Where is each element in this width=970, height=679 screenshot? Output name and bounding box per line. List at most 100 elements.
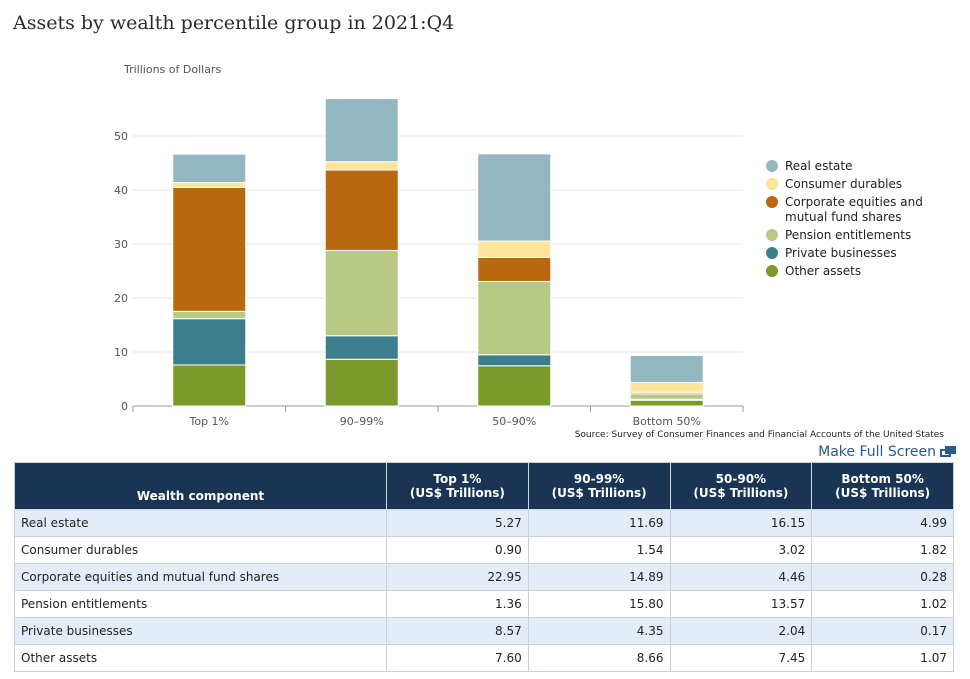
table-row: Private businesses 8.57 4.35 2.04 0.17 — [14, 617, 954, 645]
legend-label: Real estate — [785, 159, 852, 173]
make-full-screen-label: Make Full Screen — [818, 444, 936, 460]
bar-segment — [172, 186, 247, 312]
bar-segment — [629, 393, 704, 400]
bar-segment — [324, 161, 399, 171]
table-cell: 2.04 — [669, 617, 813, 645]
table-cell: 4.99 — [811, 509, 954, 537]
legend-marker — [766, 229, 778, 241]
bar-segment — [477, 280, 552, 356]
table-cell: 1.82 — [811, 536, 954, 564]
row-label: Other assets — [14, 644, 387, 672]
table-row: Consumer durables 0.90 1.54 3.02 1.82 — [14, 536, 954, 564]
table-cell: 13.57 — [669, 590, 813, 618]
x-tick-label: 50–90% — [492, 415, 536, 428]
x-tick-label: 90–99% — [340, 415, 384, 428]
table-cell: 4.35 — [527, 617, 671, 645]
legend-label-line: Consumer durables — [785, 177, 902, 191]
legend-marker — [766, 160, 778, 172]
legend-label-line: Other assets — [785, 264, 861, 278]
y-tick-label: 50 — [114, 130, 128, 143]
table-cell: 7.45 — [669, 644, 813, 672]
header-wealth-component: Wealth component — [14, 462, 387, 510]
row-label: Consumer durables — [14, 536, 387, 564]
row-label: Corporate equities and mutual fund share… — [14, 563, 387, 591]
legend-label-line: Private businesses — [785, 246, 897, 260]
table-cell: 8.57 — [386, 617, 529, 645]
table-cell: 1.36 — [386, 590, 529, 618]
page-title: Assets by wealth percentile group in 202… — [13, 12, 455, 34]
table-row: Real estate 5.27 11.69 16.15 4.99 — [14, 509, 954, 537]
source-note: Source: Survey of Consumer Finances and … — [574, 430, 944, 440]
bar-segment — [477, 153, 552, 242]
header-90-99: 90-99% (US$ Trillions) — [527, 462, 671, 510]
header-bottom-50: Bottom 50% (US$ Trillions) — [811, 462, 954, 510]
table-cell: 1.54 — [527, 536, 671, 564]
stacked-bar-chart: Trillions of Dollars 0 10 20 30 40 50 Top 1% 90–… — [114, 63, 923, 428]
bar-segment — [172, 318, 247, 366]
table-cell: 8.66 — [527, 644, 671, 672]
legend-label-line: mutual fund shares — [785, 210, 902, 224]
x-tick-label: Bottom 50% — [633, 415, 701, 428]
legend-marker — [766, 178, 778, 190]
bar-segment — [172, 364, 247, 407]
table-row: Corporate equities and mutual fund share… — [14, 563, 954, 591]
bar-segment — [324, 335, 399, 360]
legend-label-line: Corporate equities and — [785, 195, 923, 209]
table-cell: 15.80 — [527, 590, 671, 618]
table-cell: 5.27 — [386, 509, 529, 537]
legend-marker — [766, 265, 778, 277]
legend-label-line: Pension entitlements — [785, 228, 911, 242]
bar-segment — [477, 365, 552, 407]
table-header-row: Wealth component Top 1% (US$ Trillions) 9… — [14, 462, 954, 510]
bar-segment — [324, 98, 399, 163]
bar-segment — [324, 249, 399, 337]
y-tick-label: 10 — [114, 346, 128, 359]
y-axis-label: Trillions of Dollars — [123, 63, 221, 76]
full-screen-icon — [940, 446, 956, 458]
table-cell: 1.07 — [811, 644, 954, 672]
y-tick-label: 40 — [114, 184, 128, 197]
legend-label: Private businesses — [785, 246, 897, 260]
table-cell: 22.95 — [386, 563, 529, 591]
bar-segment — [172, 153, 247, 184]
row-label: Pension entitlements — [14, 590, 387, 618]
table-cell: 0.17 — [811, 617, 954, 645]
y-tick-label: 20 — [114, 292, 128, 305]
make-full-screen-link[interactable]: Make Full Screen — [818, 444, 956, 460]
header-top-1: Top 1% (US$ Trillions) — [386, 462, 529, 510]
legend-label: Pension entitlements — [785, 228, 911, 242]
table-cell: 14.89 — [527, 563, 671, 591]
table-row: Pension entitlements 1.36 15.80 13.57 1.02 — [14, 590, 954, 618]
legend-label: Corporate equities and mutual fund shares — [785, 195, 923, 224]
data-table: Wealth component Top 1% (US$ Trillions) 9… — [14, 462, 954, 672]
bar-segment — [172, 182, 247, 188]
bar-segment — [629, 355, 704, 383]
y-tick-label: 30 — [114, 238, 128, 251]
bar-segment — [324, 169, 399, 251]
table-cell: 0.28 — [811, 563, 954, 591]
table-cell: 7.60 — [386, 644, 529, 672]
bar-segment — [629, 381, 704, 393]
bar-segment — [477, 354, 552, 367]
legend-label: Consumer durables — [785, 177, 902, 191]
legend-label-line: Real estate — [785, 159, 852, 173]
table-cell: 11.69 — [527, 509, 671, 537]
bar-segment — [477, 256, 552, 282]
bar-segment — [172, 310, 247, 320]
table-cell: 1.02 — [811, 590, 954, 618]
table-cell: 0.90 — [386, 536, 529, 564]
legend-marker — [766, 196, 778, 208]
row-label: Private businesses — [14, 617, 387, 645]
table-row: Other assets 7.60 8.66 7.45 1.07 — [14, 644, 954, 672]
table-cell: 16.15 — [669, 509, 813, 537]
bar-segment — [477, 240, 552, 258]
table-cell: 4.46 — [669, 563, 813, 591]
header-50-90: 50-90% (US$ Trillions) — [669, 462, 813, 510]
row-label: Real estate — [14, 509, 387, 537]
y-tick-label: 0 — [121, 400, 128, 413]
bar-segment — [629, 399, 704, 407]
bar-segment — [324, 358, 399, 407]
table-cell: 3.02 — [669, 536, 813, 564]
x-tick-label: Top 1% — [188, 415, 229, 428]
legend-marker — [766, 247, 778, 259]
